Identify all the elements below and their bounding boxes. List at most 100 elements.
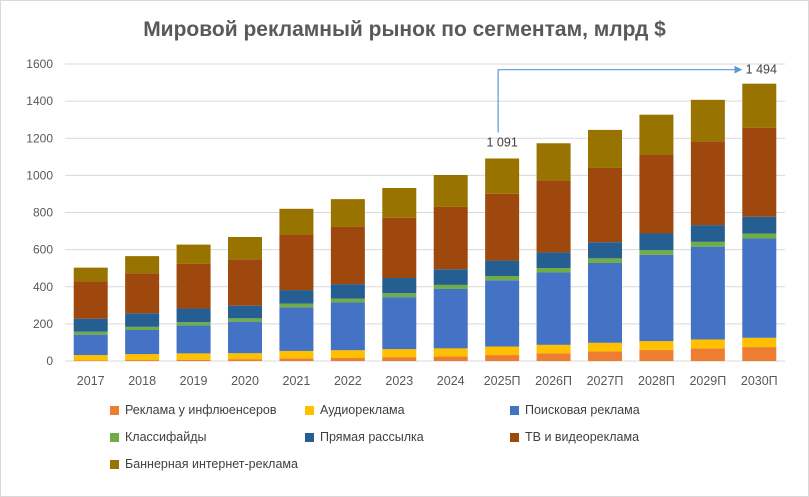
bar-segment bbox=[330, 226, 365, 285]
x-tick-label: 2021 bbox=[283, 374, 311, 388]
bar-segment bbox=[639, 341, 674, 351]
bar-stack bbox=[639, 114, 674, 361]
bar-segment bbox=[433, 348, 468, 357]
bar-segment bbox=[485, 260, 520, 276]
y-tick-label: 1000 bbox=[26, 168, 53, 182]
bar-segment bbox=[690, 241, 725, 247]
bar-stack bbox=[742, 83, 777, 361]
bar-segment bbox=[536, 353, 571, 361]
x-axis-ticks: 2017 2018 2019 2020 2021 2022 2023 2024 2025П 202… bbox=[77, 374, 778, 388]
legend-swatch bbox=[110, 405, 119, 415]
bar-stack bbox=[485, 158, 520, 361]
bar-segment bbox=[382, 278, 417, 294]
legend-swatch bbox=[510, 405, 519, 415]
bar-stack bbox=[73, 267, 108, 361]
bar-segment bbox=[279, 290, 314, 304]
bar-segment bbox=[588, 129, 622, 168]
bar-segment bbox=[639, 254, 674, 342]
legend-label: ТВ и видеореклама bbox=[525, 430, 640, 444]
bar-segment bbox=[228, 237, 262, 260]
bar-stack bbox=[125, 256, 160, 361]
bar-segment bbox=[382, 293, 417, 298]
bar-segment bbox=[690, 339, 725, 349]
bar-segment bbox=[536, 268, 571, 273]
bar-segment bbox=[433, 356, 468, 361]
bar-segment bbox=[228, 318, 262, 322]
bar-segment bbox=[382, 357, 417, 361]
bar-segment bbox=[690, 99, 725, 142]
bar-segment bbox=[73, 281, 108, 319]
bar-segment bbox=[125, 313, 160, 327]
bar-segment bbox=[176, 308, 211, 323]
legend-swatch bbox=[110, 432, 119, 442]
y-tick-label: 400 bbox=[33, 280, 53, 294]
bar-segment bbox=[382, 217, 417, 279]
bar-segment bbox=[690, 246, 725, 340]
legend-swatch bbox=[110, 459, 119, 469]
bar-stack bbox=[588, 129, 622, 361]
bar-stack bbox=[536, 143, 571, 361]
x-tick-label: 2026П bbox=[535, 374, 572, 388]
bar-segment bbox=[485, 346, 520, 356]
bar-segment bbox=[536, 344, 571, 354]
bar-segment bbox=[330, 302, 365, 351]
legend-item: Прямая рассылка bbox=[305, 430, 424, 444]
bar-segment bbox=[690, 348, 725, 361]
annotations: 1 091 1 494 bbox=[487, 63, 777, 150]
y-tick-label: 800 bbox=[33, 206, 53, 220]
bar-segment bbox=[742, 127, 777, 217]
legend-label: Прямая рассылка bbox=[320, 430, 424, 444]
bar-segment bbox=[536, 272, 571, 345]
legend-label: Баннерная интернет-реклама bbox=[125, 457, 298, 471]
legend-item: Классифайды bbox=[110, 430, 207, 444]
x-tick-label: 2027П bbox=[587, 374, 624, 388]
bar-segment bbox=[588, 242, 622, 259]
bar-segment bbox=[125, 360, 160, 361]
bar-segment bbox=[330, 199, 365, 227]
bar-segment bbox=[279, 307, 314, 351]
x-tick-label: 2028П bbox=[638, 374, 675, 388]
x-tick-label: 2020 bbox=[231, 374, 259, 388]
y-tick-label: 1600 bbox=[26, 57, 53, 71]
bar-segment bbox=[279, 234, 314, 291]
bar-segment bbox=[228, 353, 262, 360]
bar-segment bbox=[742, 233, 777, 239]
bar-segment bbox=[485, 158, 520, 194]
y-tick-label: 1400 bbox=[26, 94, 53, 108]
bar-segment bbox=[330, 298, 365, 303]
bar-segment bbox=[485, 193, 520, 261]
x-tick-label: 2029П bbox=[689, 374, 726, 388]
legend-item: Баннерная интернет-реклама bbox=[110, 457, 298, 471]
bar-segment bbox=[639, 250, 674, 255]
bar-segment bbox=[639, 350, 674, 361]
bar-segment bbox=[176, 325, 211, 354]
legend-item: ТВ и видеореклама bbox=[510, 430, 639, 444]
bar-segment bbox=[639, 114, 674, 155]
bar-segment bbox=[639, 154, 674, 234]
bar-segment bbox=[279, 208, 314, 235]
legend-swatch bbox=[305, 405, 314, 415]
gridlines bbox=[65, 63, 785, 362]
bar-segment bbox=[125, 330, 160, 355]
x-tick-label: 2017 bbox=[77, 374, 105, 388]
bar-segment bbox=[588, 342, 622, 352]
bar-segment bbox=[73, 360, 108, 361]
bar-segment bbox=[433, 206, 468, 270]
bar-segment bbox=[279, 358, 314, 361]
bar-segment bbox=[588, 258, 622, 263]
bar-segment bbox=[73, 331, 108, 335]
bar-segment bbox=[228, 359, 262, 361]
legend-label: Аудиореклама bbox=[320, 403, 405, 417]
bar-segment bbox=[125, 354, 160, 361]
bar-segment bbox=[742, 347, 777, 361]
y-tick-label: 200 bbox=[33, 317, 53, 331]
bar-segment bbox=[73, 318, 108, 332]
bar-segment bbox=[176, 359, 211, 361]
bar-stack bbox=[176, 244, 211, 361]
bar-segment bbox=[279, 350, 314, 359]
legend-label: Реклама у инфлюенсеров bbox=[125, 403, 277, 417]
legend-item: Поисковая реклама bbox=[510, 403, 640, 417]
data-label: 1 494 bbox=[746, 63, 777, 77]
bar-segment bbox=[485, 280, 520, 347]
